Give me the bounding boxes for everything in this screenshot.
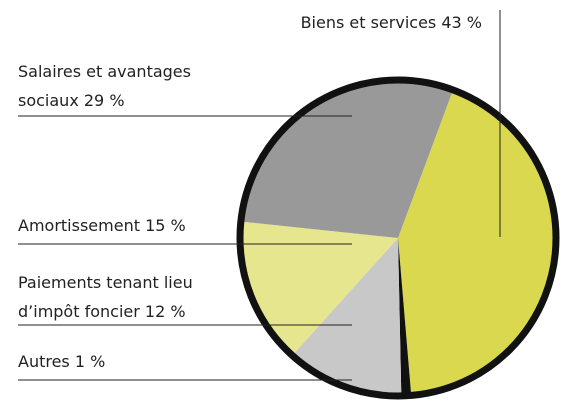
pie-slice <box>292 238 402 397</box>
pie-slice <box>240 221 398 356</box>
category-label: Autres <box>18 352 70 371</box>
category-label: Amortissement <box>18 216 140 235</box>
pie-slice <box>398 238 412 396</box>
category-label: Salaires et avantages sociaux <box>18 62 191 110</box>
slice-label: Paiements tenant lieu d’impôt foncier 12… <box>18 268 233 326</box>
slice-label: Amortissement 15 % <box>18 211 233 240</box>
value-label: 43 % <box>441 13 482 32</box>
slice-label: Autres 1 % <box>18 347 233 376</box>
category-label: Biens et services <box>300 13 437 32</box>
value-label: 12 % <box>144 302 186 321</box>
value-label: 29 % <box>83 91 125 110</box>
category-label: Paiements tenant lieu d’impôt foncier <box>18 273 193 321</box>
slice-label: Biens et services 43 % <box>222 8 482 37</box>
value-label: 15 % <box>145 216 186 235</box>
value-label: 1 % <box>74 352 106 371</box>
pie-border <box>236 76 560 400</box>
slice-label: Salaires et avantages sociaux 29 % <box>18 57 233 115</box>
pie-slice <box>398 89 556 396</box>
